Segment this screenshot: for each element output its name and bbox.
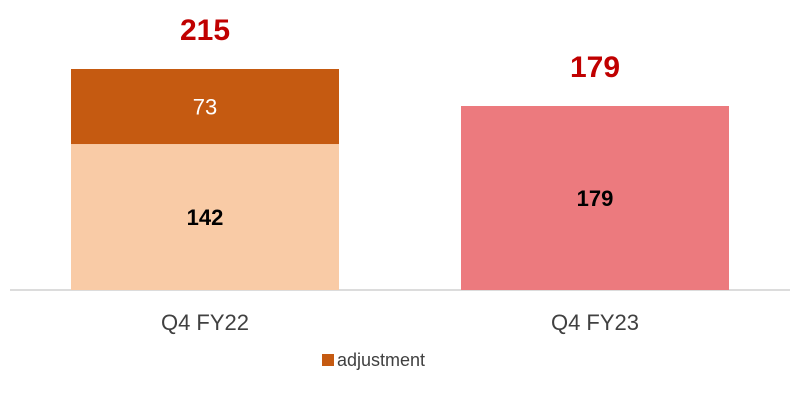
value-label: 142	[187, 205, 224, 230]
legend-label: adjustment	[337, 350, 425, 370]
bar-segment	[71, 69, 339, 145]
total-label: 215	[180, 14, 230, 47]
value-label: 179	[577, 186, 614, 211]
x-tick-label: Q4 FY23	[551, 310, 639, 335]
x-tick-label: Q4 FY22	[161, 310, 249, 335]
total-label: 179	[570, 51, 620, 84]
bar-segment	[71, 144, 339, 290]
legend-swatch	[322, 354, 334, 366]
value-label: 73	[193, 94, 217, 119]
bar-segment	[461, 106, 729, 290]
